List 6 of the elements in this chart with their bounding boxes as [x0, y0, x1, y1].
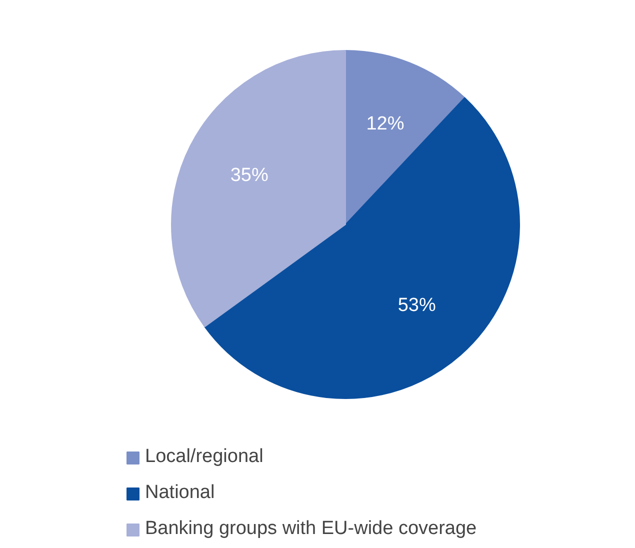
legend-label: National	[145, 482, 215, 504]
data-label: 35%	[230, 165, 268, 186]
data-label: 53%	[398, 294, 436, 316]
legend-label: Banking groups with EU-wide coverage	[145, 518, 477, 540]
legend-label: Local/regional	[145, 446, 264, 468]
data-label: 12%	[366, 114, 404, 135]
